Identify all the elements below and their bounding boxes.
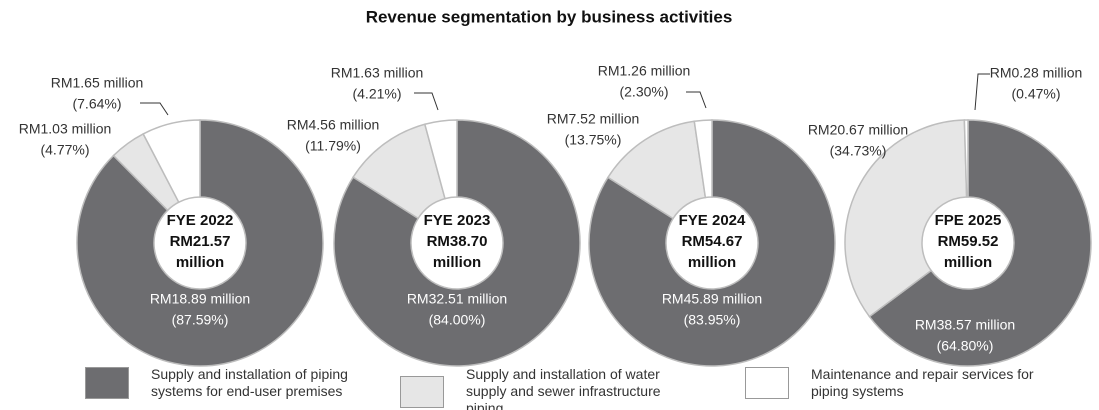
legend-label: Maintenance and repair services for pipi… (811, 366, 1034, 399)
value-label: (0.47%) (1011, 86, 1060, 102)
amount-label: RM0.28 million (990, 65, 1083, 81)
center-label: million (433, 254, 481, 271)
donut-slice (333, 119, 581, 367)
chart-title: Revenue segmentation by business activit… (366, 7, 733, 26)
leader-line (974, 73, 990, 111)
value-label: (7.64%) (72, 96, 121, 112)
center-label: RM59.52 (938, 233, 999, 250)
center-label: FYE 2024 (679, 212, 746, 229)
value-label: (84.00%) (429, 312, 486, 328)
amount-label: RM1.63 million (331, 65, 424, 81)
amount-label: RM32.51 million (407, 291, 507, 307)
center-label: FYE 2023 (424, 212, 491, 229)
legend-label: Supply and installation of piping system… (151, 366, 348, 399)
legend-label: Supply and installation of water supply … (466, 366, 661, 410)
donut-slice (588, 119, 836, 367)
amount-label: RM1.65 million (51, 75, 144, 91)
donut-slice (693, 119, 713, 199)
legend-swatch (400, 375, 444, 408)
legend-item: Supply and installation of piping system… (85, 366, 386, 400)
center-label: RM21.57 (170, 233, 231, 250)
amount-label: RM1.26 million (598, 63, 691, 79)
center-label: million (688, 254, 736, 271)
amount-label: RM20.67 million (808, 122, 908, 138)
center-label: million (944, 254, 992, 271)
leader-line (140, 102, 169, 116)
amount-label: RM38.57 million (915, 317, 1015, 333)
amount-label: RM45.89 million (662, 291, 762, 307)
value-label: (4.21%) (352, 86, 401, 102)
value-label: (64.80%) (937, 338, 994, 354)
leader-line (414, 92, 439, 111)
legend-swatch (85, 367, 129, 399)
amount-label: RM1.03 million (19, 121, 112, 137)
amount-label: RM7.52 million (547, 111, 640, 127)
donut-slice (423, 119, 458, 200)
value-label: (34.73%) (830, 143, 887, 159)
center-label: million (176, 254, 224, 271)
value-label: (83.95%) (684, 312, 741, 328)
leader-line (686, 91, 707, 109)
center-label: FPE 2025 (935, 212, 1002, 229)
legend-item: Supply and installation of water supply … (400, 366, 701, 410)
donut-slice (142, 119, 201, 204)
amount-label: RM18.89 million (150, 291, 250, 307)
value-label: (87.59%) (172, 312, 229, 328)
donut-slice (868, 119, 1092, 367)
legend-item: Maintenance and repair services for pipi… (745, 366, 1046, 400)
value-label: (13.75%) (565, 132, 622, 148)
value-label: (11.79%) (305, 138, 361, 154)
value-label: (4.77%) (40, 142, 89, 158)
value-label: (2.30%) (619, 84, 668, 100)
amount-label: RM4.56 million (287, 117, 380, 133)
center-label: RM54.67 (682, 233, 743, 250)
center-label: RM38.70 (427, 233, 488, 250)
donut-slice (963, 119, 969, 198)
center-label: FYE 2022 (167, 212, 234, 229)
donut-slice (844, 119, 968, 318)
legend-swatch (745, 367, 789, 399)
